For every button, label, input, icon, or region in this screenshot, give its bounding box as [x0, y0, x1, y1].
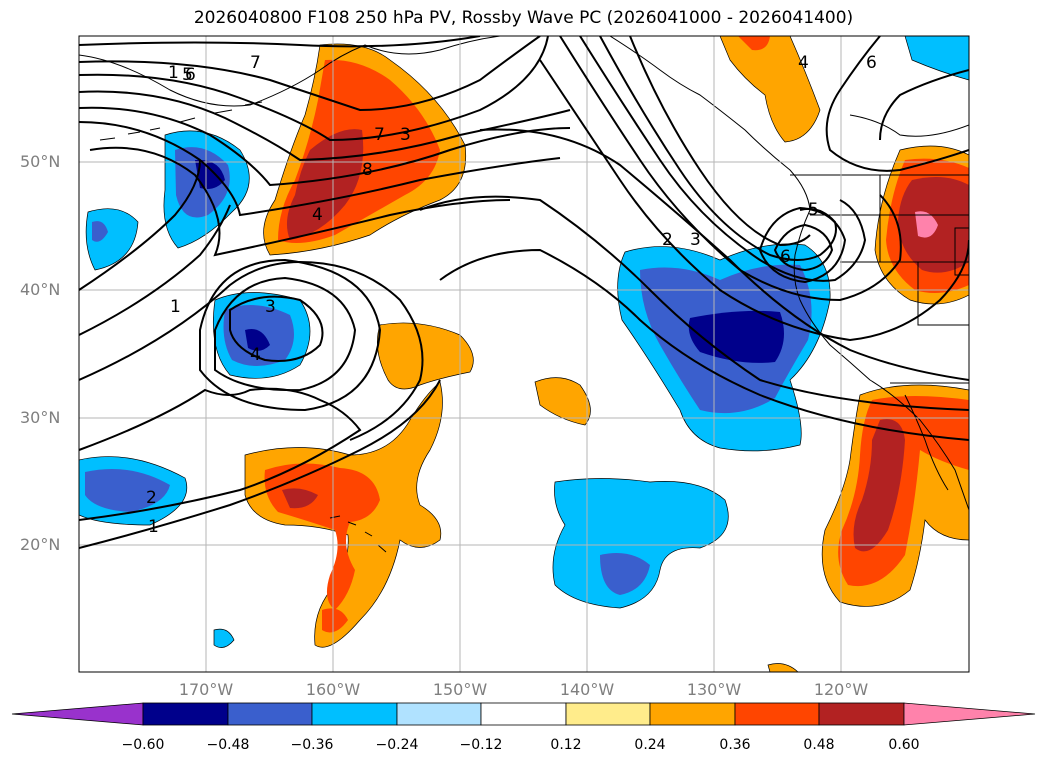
lon-label-140w: 140°W [559, 680, 615, 699]
alaska-coast [79, 36, 501, 107]
colorbar-tick: 0.24 [634, 737, 666, 753]
anomaly-dot [213, 628, 235, 648]
contour-label: 1 [148, 517, 159, 537]
colorbar-tick: 0.36 [719, 737, 751, 753]
aleutian-islands [99, 101, 263, 141]
contour-label: 4 [312, 205, 323, 225]
lat-label-30: 30°N [20, 408, 61, 427]
state-borders [810, 175, 969, 326]
lon-label-120w: 120°W [813, 680, 869, 699]
anomaly-north-center [719, 36, 821, 143]
colorbar-extend-high [903, 702, 1036, 726]
contour-label: 7 [250, 53, 261, 73]
contour-label: 4 [798, 53, 809, 73]
lon-label-150w: 150°W [432, 680, 488, 699]
contour-label: 1 [168, 63, 179, 83]
colorbar-segment [142, 702, 229, 726]
colorbar-segment [227, 702, 313, 726]
contour-label: 6 [866, 53, 877, 73]
contour-label: 8 [362, 160, 373, 180]
contour-label: 2 [662, 230, 673, 250]
colorbar-segment [311, 702, 398, 726]
map-frame [78, 35, 970, 673]
anomaly-subtropic [552, 478, 729, 609]
anomaly-small-blob [534, 377, 591, 426]
colorbar-extend-low [11, 702, 144, 726]
map-title: 2026040800 F108 250 hPa PV, Rossby Wave … [193, 8, 854, 28]
colorbar-tick: 0.12 [550, 737, 582, 753]
colorbar-tick: −0.48 [206, 737, 250, 753]
contour-label: 6 [185, 65, 196, 85]
colorbar-segment [649, 702, 736, 726]
colorbar-tick: −0.24 [375, 737, 419, 753]
anomaly-bottom-edge [767, 663, 799, 672]
hawaii-islands [329, 515, 387, 553]
colorbar-tick: 0.48 [803, 737, 835, 753]
contour-label: 2 [146, 488, 157, 508]
colorbar-segment [480, 702, 567, 726]
contour-label: 1 [170, 297, 181, 317]
colorbar-segment [818, 702, 905, 726]
colorbar-segment [396, 702, 482, 726]
northeast-coastline [849, 114, 969, 137]
colorbar [11, 702, 1036, 726]
lat-label-40: 40°N [20, 280, 61, 299]
colorbar-tick: −0.60 [121, 737, 165, 753]
contour-labels: 1 1 1 2 3 4 5 6 7 8 3 4 2 3 4 6 5 6 7 [146, 53, 877, 537]
lon-label-160w: 160°W [305, 680, 361, 699]
contour-label: 5 [182, 65, 193, 85]
contour-label: 6 [780, 247, 791, 267]
contour-label: 3 [265, 297, 276, 317]
anomaly-central-blob [377, 322, 474, 390]
lat-label-20: 20°N [20, 535, 61, 554]
colorbar-tick: 0.60 [888, 737, 920, 753]
pv-contours [79, 36, 969, 549]
contour-label: 7 [374, 125, 385, 145]
lon-label-130w: 130°W [686, 680, 742, 699]
lat-label-50: 50°N [20, 152, 61, 171]
positive-anomaly-fill [244, 36, 969, 672]
colorbar-tick: −0.36 [290, 737, 334, 753]
contour-label: 5 [808, 200, 819, 220]
map-panel: 1 1 1 2 3 4 5 6 7 8 3 4 2 3 4 6 5 6 7 [79, 36, 969, 672]
contour-label: 3 [690, 230, 701, 250]
graticule [79, 36, 969, 672]
colorbar-segment [734, 702, 820, 726]
contour-label: 4 [250, 345, 261, 365]
lon-label-170w: 170°W [178, 680, 234, 699]
colorbar-tick: −0.12 [459, 737, 503, 753]
na-coast [609, 36, 969, 511]
colorbar-segment [565, 702, 651, 726]
contour-trough [79, 36, 481, 48]
contour-label: 3 [400, 125, 411, 145]
